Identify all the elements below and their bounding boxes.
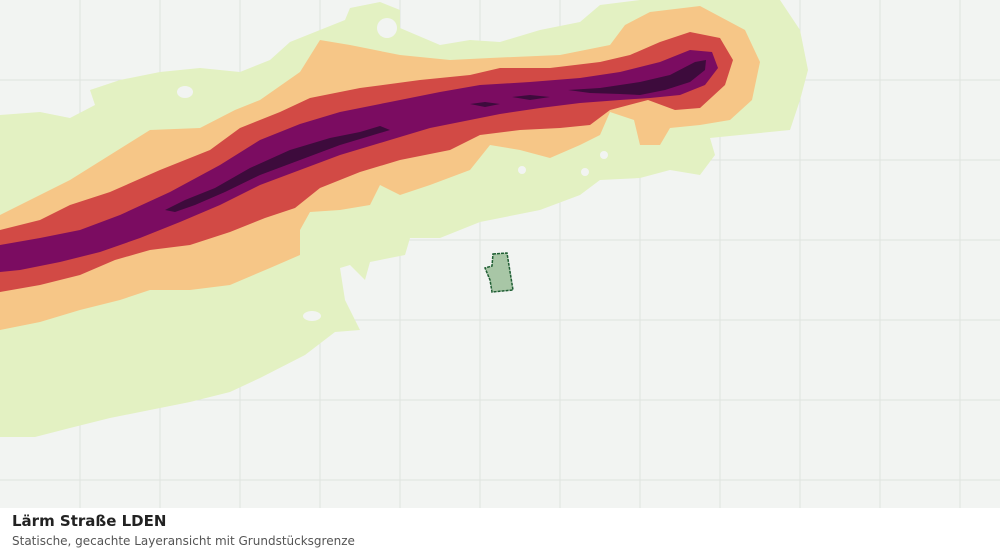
- gap: [177, 86, 193, 98]
- gap: [581, 168, 589, 176]
- gap: [303, 311, 321, 321]
- map-subtitle: Statische, gecachte Layeransicht mit Gru…: [12, 534, 355, 548]
- parcel-boundary[interactable]: [483, 252, 514, 293]
- noise-band-dark: [512, 95, 550, 100]
- caption: Lärm Straße LDEN Statische, gecachte Lay…: [12, 512, 355, 548]
- map: [0, 0, 1000, 508]
- noise-band-dark: [165, 126, 390, 212]
- gap: [518, 166, 526, 174]
- noise-band-purple: [0, 50, 718, 272]
- gap: [600, 151, 608, 159]
- gap: [377, 18, 397, 38]
- noise-band-dark: [568, 60, 706, 95]
- map-title: Lärm Straße LDEN: [12, 512, 167, 530]
- noise-band-dark: [470, 102, 500, 107]
